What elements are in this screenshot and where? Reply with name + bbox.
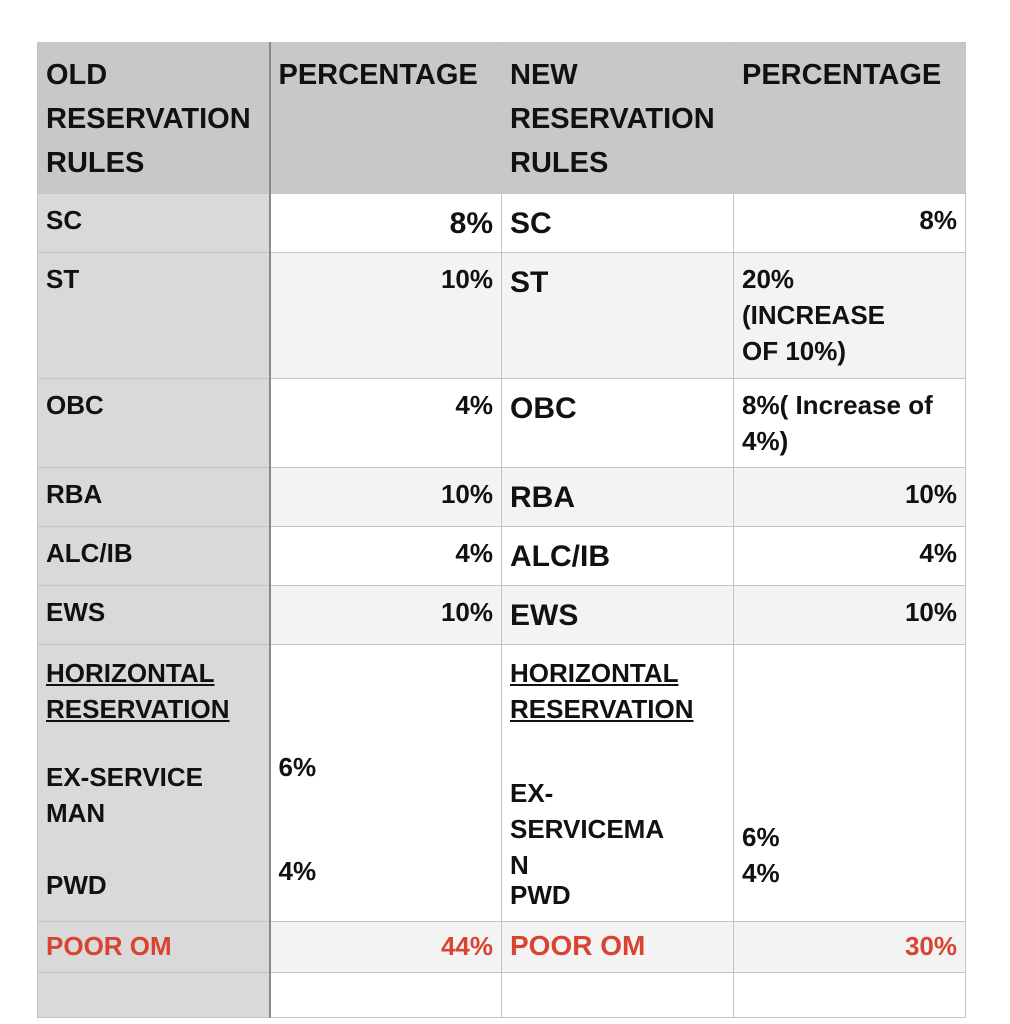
percentage: 8% [269,193,502,253]
horizontal-heading: HORIZONTAL RESERVATION [510,658,694,724]
horizontal-item: PWD [46,870,107,900]
category: SC [501,193,734,253]
horizontal-item: EX-SERVICE MAN [46,762,204,828]
category: ST [37,252,271,379]
horizontal-percentage: 4% [742,858,780,888]
horizontal-percentage: 6% [742,822,780,852]
total-row: POOR OM 44% POOR OM 30% [37,921,966,973]
empty-cell [37,972,271,1018]
percentage: 4% [269,526,502,586]
percentage: 10% [733,467,966,527]
percentage-text: 8%( Increase of 4%) [742,390,933,456]
percentage: 10% [733,585,966,645]
horizontal-heading: HORIZONTAL RESERVATION [46,658,230,724]
horizontal-cell: 6% 4% [733,644,966,922]
category: OBC [37,378,271,468]
header-cell: OLD RESERVATION RULES [37,42,271,194]
row: OBC 4% OBC 8%( Increase of 4%) [37,378,966,468]
row: ST 10% ST 20% (INCREASE OF 10%) [37,252,966,379]
category: ALC/IB [501,526,734,586]
category: RBA [501,467,734,527]
percentage: 8% [733,193,966,253]
horizontal-cell: HORIZONTAL RESERVATION EX-SERVICEMAN PWD [501,644,734,922]
category: ST [501,252,734,379]
horizontal-percentage: 6% [278,752,317,782]
header-cell: NEW RESERVATION RULES [501,42,734,194]
total-label: POOR OM [501,921,734,973]
horizontal-item: PWD [510,880,571,910]
header-row: OLD RESERVATION RULES PERCENTAGE NEW RES… [37,42,966,194]
row: ALC/IB 4% ALC/IB 4% [37,526,966,586]
total-label: POOR OM [37,921,271,973]
reservation-table: OLD RESERVATION RULES PERCENTAGE NEW RES… [37,42,966,1018]
percentage-text: 20% (INCREASE OF 10%) [742,264,886,366]
percentage: 4% [733,526,966,586]
header-cell: PERCENTAGE [269,42,502,194]
total-percentage: 30% [733,921,966,973]
row: EWS 10% EWS 10% [37,585,966,645]
percentage: 20% (INCREASE OF 10%) [733,252,966,379]
category: EWS [37,585,271,645]
empty-cell [269,972,502,1018]
category: RBA [37,467,271,527]
horizontal-item: EX-SERVICEMAN [510,778,665,880]
empty-row [37,972,966,1018]
horizontal-percentage: 4% [278,856,317,886]
row: SC 8% SC 8% [37,193,966,253]
horizontal-cell: 6% 4% [269,644,502,922]
percentage: 4% [269,378,502,468]
percentage: 10% [269,252,502,379]
percentage: 10% [269,467,502,527]
category: SC [37,193,271,253]
horizontal-cell: HORIZONTAL RESERVATION EX-SERVICE MAN PW… [37,644,271,922]
horizontal-row: HORIZONTAL RESERVATION EX-SERVICE MAN PW… [37,644,966,922]
category: EWS [501,585,734,645]
empty-cell [733,972,966,1018]
total-percentage: 44% [269,921,502,973]
category: ALC/IB [37,526,271,586]
empty-cell [501,972,734,1018]
percentage: 10% [269,585,502,645]
header-cell: PERCENTAGE [733,42,966,194]
percentage: 8%( Increase of 4%) [733,378,966,468]
category: OBC [501,378,734,468]
row: RBA 10% RBA 10% [37,467,966,527]
